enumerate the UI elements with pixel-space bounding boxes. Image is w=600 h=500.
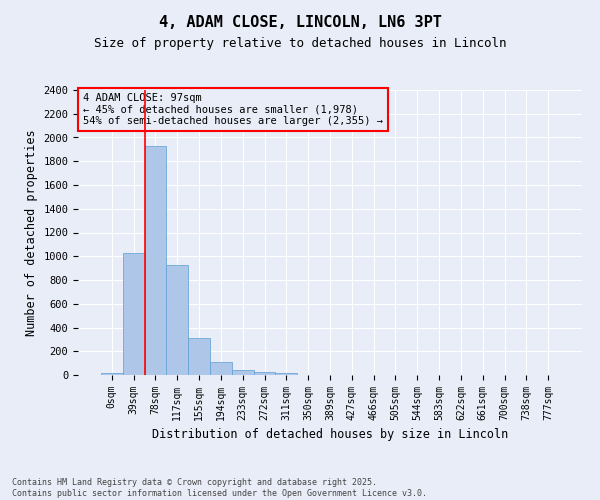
Text: Contains HM Land Registry data © Crown copyright and database right 2025.
Contai: Contains HM Land Registry data © Crown c… [12,478,427,498]
Bar [145,146,166,375]
Text: 4, ADAM CLOSE, LINCOLN, LN6 3PT: 4, ADAM CLOSE, LINCOLN, LN6 3PT [158,15,442,30]
Bar [123,254,145,375]
Bar [254,372,275,375]
X-axis label: Distribution of detached houses by size in Lincoln: Distribution of detached houses by size … [152,428,508,442]
Bar [232,370,254,375]
Bar [166,265,188,375]
Bar [101,373,123,375]
Bar [275,373,297,375]
Bar [210,362,232,375]
Text: Size of property relative to detached houses in Lincoln: Size of property relative to detached ho… [94,38,506,51]
Bar [188,338,210,375]
Text: 4 ADAM CLOSE: 97sqm
← 45% of detached houses are smaller (1,978)
54% of semi-det: 4 ADAM CLOSE: 97sqm ← 45% of detached ho… [83,93,383,126]
Y-axis label: Number of detached properties: Number of detached properties [25,129,38,336]
